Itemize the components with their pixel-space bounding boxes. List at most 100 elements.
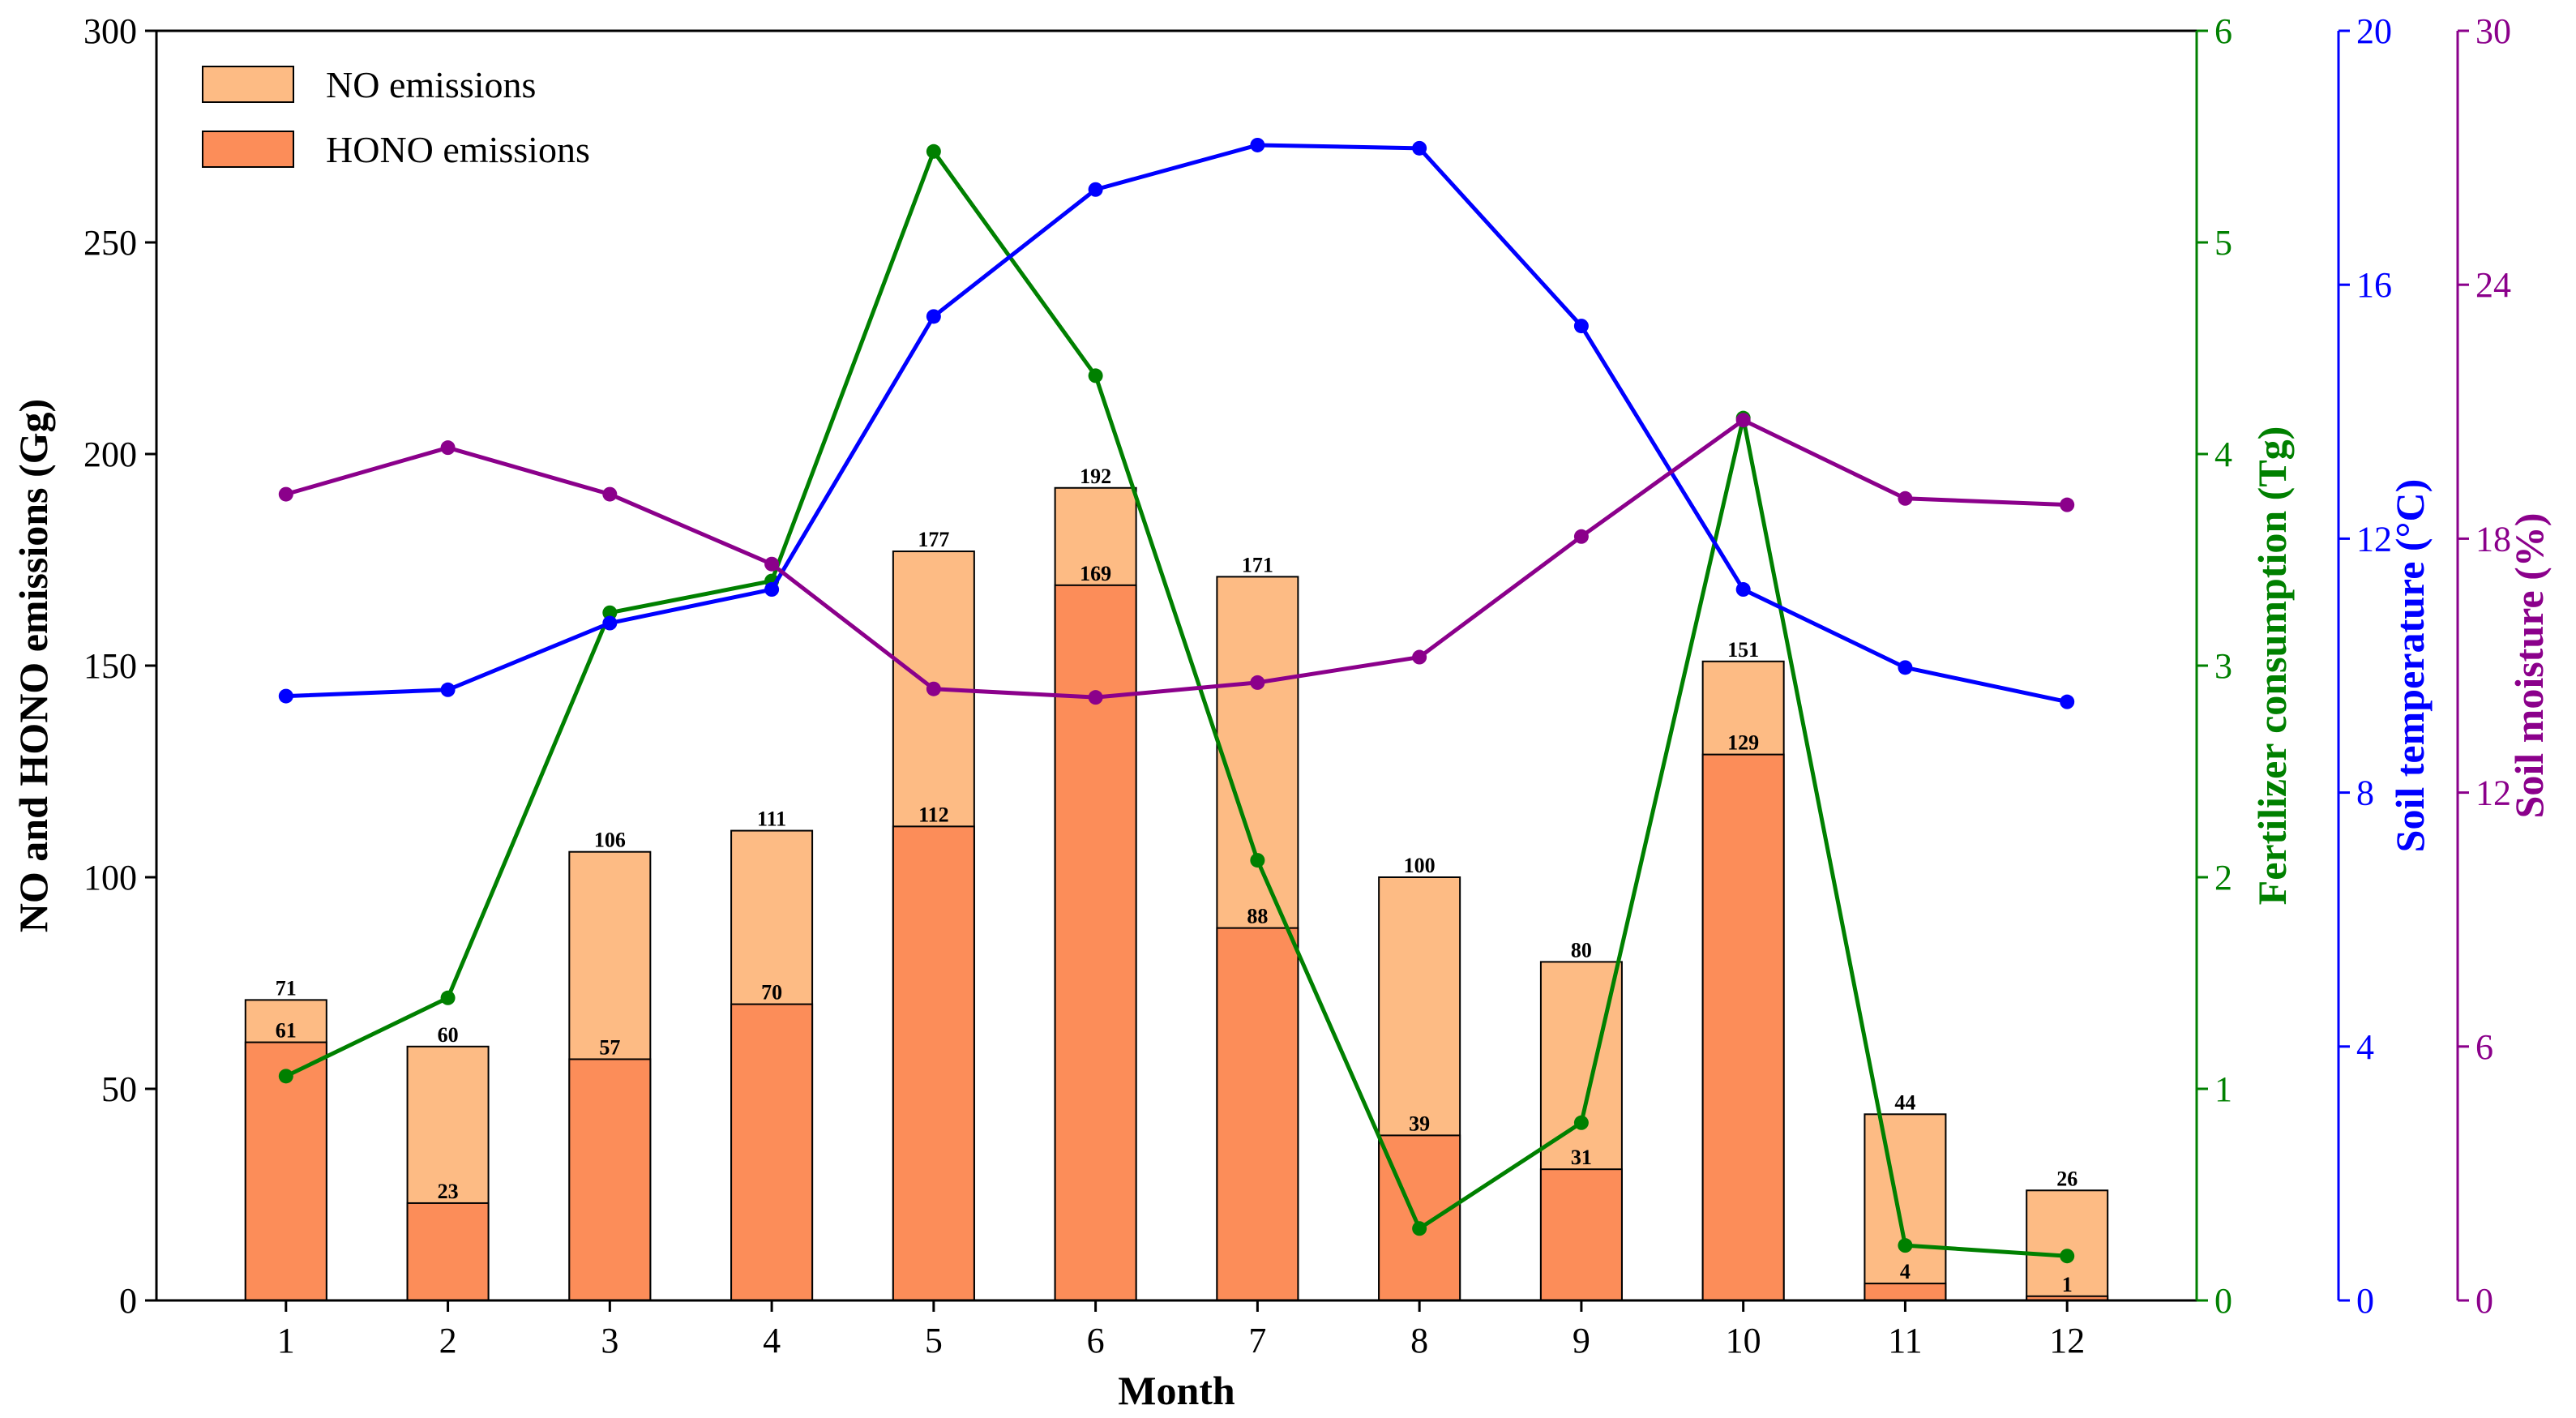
point-fertilizer-9 xyxy=(1573,1115,1589,1130)
temperature-tick-label: 12 xyxy=(2356,519,2392,559)
point-temperature-7 xyxy=(1250,137,1265,152)
bar-hono-1 xyxy=(244,1041,327,1301)
x-axis-title: Month xyxy=(1118,1368,1235,1413)
moisture-tick-label: 6 xyxy=(2475,1027,2493,1067)
bar-label-hono-11: 4 xyxy=(1900,1260,1911,1283)
bar-label-hono-6: 169 xyxy=(1080,562,1111,585)
point-moisture-9 xyxy=(1573,529,1589,544)
bar-hono-11 xyxy=(1864,1283,1947,1301)
legend: NO emissions HONO emissions xyxy=(202,64,590,170)
temperature-axis-title: Soil temperature (°C) xyxy=(2387,479,2433,853)
point-fertilizer-7 xyxy=(1250,853,1265,868)
point-temperature-5 xyxy=(926,309,941,324)
point-fertilizer-5 xyxy=(926,144,941,159)
legend-swatch-hono xyxy=(202,131,294,168)
x-tick-label: 10 xyxy=(1726,1321,1761,1360)
moisture-axis-title: Soil moisture (%) xyxy=(2506,513,2552,819)
x-tick-label: 8 xyxy=(1410,1321,1428,1360)
bar-label-no-7: 171 xyxy=(1242,553,1273,576)
point-moisture-8 xyxy=(1412,649,1427,665)
point-fertilizer-3 xyxy=(602,605,618,620)
point-temperature-9 xyxy=(1573,319,1589,334)
bar-hono-5 xyxy=(892,825,975,1301)
point-temperature-2 xyxy=(440,682,456,697)
point-fertilizer-8 xyxy=(1412,1221,1427,1236)
bar-hono-10 xyxy=(1701,753,1785,1301)
x-tick-label: 2 xyxy=(439,1321,457,1360)
bar-label-no-10: 151 xyxy=(1727,638,1759,662)
temperature-tick-label: 20 xyxy=(2356,11,2392,51)
bar-no-11 xyxy=(1864,1113,1947,1301)
fertilizer-tick-label: 4 xyxy=(2214,435,2232,474)
bar-label-hono-4: 70 xyxy=(761,981,782,1005)
bars-layer xyxy=(244,486,2109,1302)
bar-label-hono-8: 39 xyxy=(1409,1112,1430,1135)
fertilizer-tick-label: 6 xyxy=(2214,11,2232,51)
bar-label-no-8: 100 xyxy=(1404,854,1436,877)
bar-label-no-12: 26 xyxy=(2056,1167,2077,1190)
x-tick-label: 5 xyxy=(925,1321,943,1360)
point-moisture-6 xyxy=(1088,690,1103,705)
lines-layer xyxy=(278,137,2075,1264)
legend-swatch-no xyxy=(202,66,294,103)
bar-label-no-11: 44 xyxy=(1894,1090,1915,1114)
point-moisture-4 xyxy=(764,556,780,572)
left-tick-label: 250 xyxy=(83,223,137,263)
temperature-tick-label: 8 xyxy=(2356,773,2374,813)
bar-label-no-6: 192 xyxy=(1080,465,1111,488)
bar-hono-4 xyxy=(730,1003,814,1301)
x-tick-label: 11 xyxy=(1888,1321,1922,1360)
fertilizer-axis-title: Fertilizer consumption (Tg) xyxy=(2249,426,2295,906)
point-temperature-3 xyxy=(602,615,618,631)
moisture-tick-label: 30 xyxy=(2475,11,2511,51)
bar-no-12 xyxy=(2026,1189,2109,1302)
point-temperature-6 xyxy=(1088,182,1103,197)
x-tick-label: 6 xyxy=(1087,1321,1105,1360)
bar-label-hono-10: 129 xyxy=(1727,731,1759,755)
point-temperature-12 xyxy=(2060,694,2075,709)
temperature-tick-label: 0 xyxy=(2356,1281,2374,1321)
bar-label-no-3: 106 xyxy=(594,829,626,852)
point-temperature-8 xyxy=(1412,140,1427,156)
moisture-tick-label: 12 xyxy=(2475,773,2511,813)
point-temperature-1 xyxy=(278,688,293,704)
left-tick-label: 300 xyxy=(83,11,137,51)
point-moisture-3 xyxy=(602,486,618,502)
moisture-tick-label: 0 xyxy=(2475,1281,2493,1321)
point-fertilizer-1 xyxy=(278,1069,293,1084)
point-temperature-4 xyxy=(764,582,780,598)
left-tick-label: 200 xyxy=(83,435,137,474)
bar-label-no-4: 111 xyxy=(757,808,786,831)
left-tick-label: 100 xyxy=(83,858,137,897)
bar-label-hono-5: 112 xyxy=(918,803,949,826)
x-tick-label: 12 xyxy=(2049,1321,2085,1360)
point-fertilizer-12 xyxy=(2060,1249,2075,1264)
fertilizer-tick-label: 1 xyxy=(2214,1069,2232,1109)
fertilizer-tick-label: 2 xyxy=(2214,858,2232,897)
bar-label-hono-3: 57 xyxy=(599,1035,620,1059)
point-moisture-2 xyxy=(440,440,456,456)
bar-hono-3 xyxy=(568,1058,652,1301)
fertilizer-tick-label: 0 xyxy=(2214,1281,2232,1321)
x-tick-label: 3 xyxy=(601,1321,618,1360)
point-fertilizer-6 xyxy=(1088,368,1103,383)
left-axis-title: NO and HONO emissions (Gg) xyxy=(11,399,56,932)
bar-label-no-2: 60 xyxy=(438,1023,459,1047)
bar-hono-7 xyxy=(1216,927,1299,1301)
left-tick-label: 50 xyxy=(101,1069,137,1109)
labels-layer: 71 60 106 111 177 192 171 100 80 151 44 26 61 23 57 70 1… xyxy=(276,465,2077,1296)
left-tick-label: 0 xyxy=(119,1281,137,1321)
left-tick-label: 150 xyxy=(83,646,137,686)
x-tick-label: 7 xyxy=(1248,1321,1266,1360)
point-moisture-10 xyxy=(1735,413,1751,428)
point-moisture-1 xyxy=(278,486,293,502)
bar-label-hono-9: 31 xyxy=(1571,1146,1592,1169)
bar-label-hono-12: 1 xyxy=(2062,1273,2073,1296)
bar-label-no-9: 80 xyxy=(1571,938,1592,962)
bar-label-hono-7: 88 xyxy=(1247,905,1268,928)
temperature-tick-label: 16 xyxy=(2356,265,2392,305)
x-tick-label: 4 xyxy=(763,1321,781,1360)
temperature-tick-label: 4 xyxy=(2356,1027,2374,1067)
